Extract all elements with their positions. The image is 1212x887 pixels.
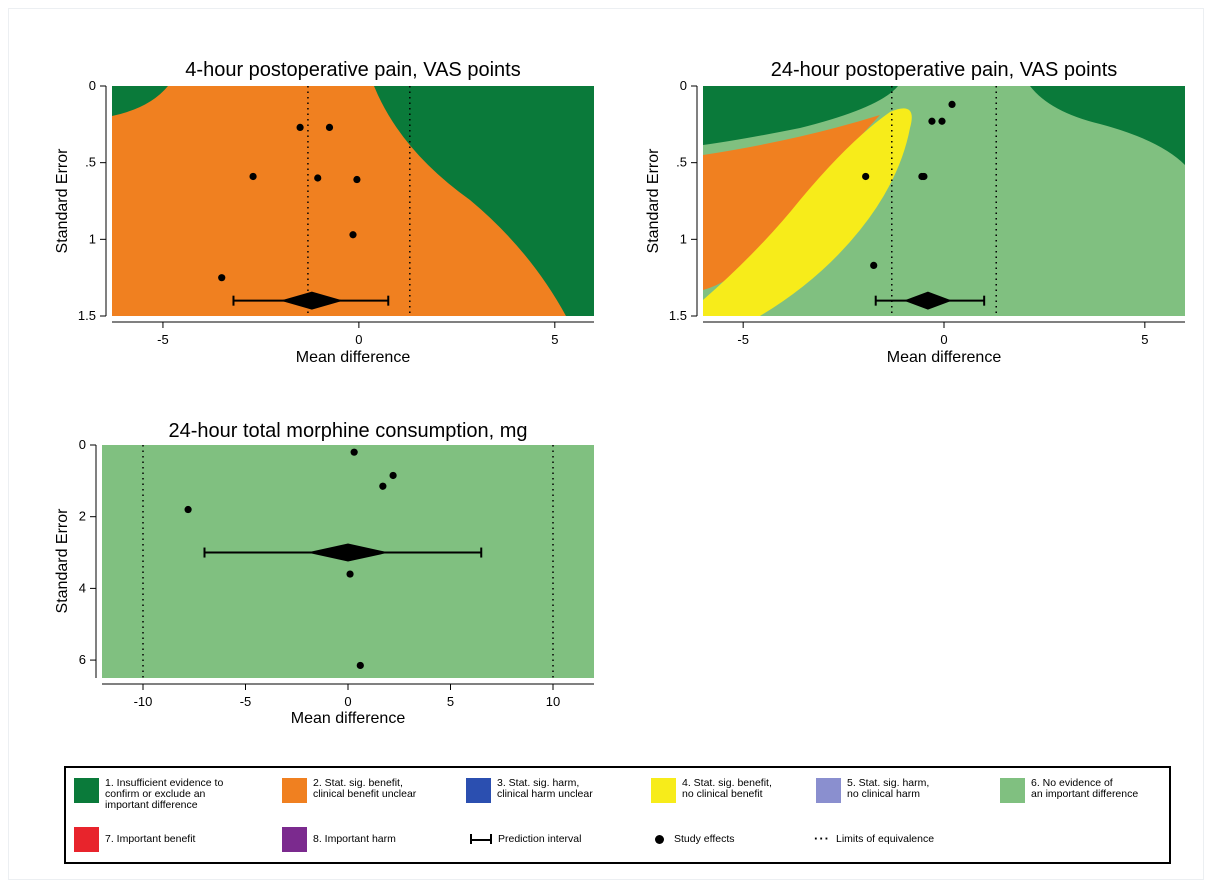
study-effect-dot-icon bbox=[655, 835, 664, 844]
plot-morphine-xlabel: Mean difference bbox=[291, 710, 406, 727]
plot-4h-study-point-2 bbox=[249, 172, 257, 181]
plot-24h-ytick-label-1: .5 bbox=[676, 155, 687, 170]
plot-morphine-study-point-5 bbox=[356, 661, 364, 670]
plot-4h-background bbox=[112, 86, 594, 316]
legend-label-5: 5. Stat. sig. harm, no clinical harm bbox=[847, 777, 930, 800]
plot-morphine-study-point-4 bbox=[346, 570, 354, 578]
plot-24h-xlabel: Mean difference bbox=[887, 349, 1002, 366]
plot-morphine-study-point-1 bbox=[389, 471, 397, 480]
legend-item-study-effects: Study effects bbox=[651, 827, 735, 845]
legend-swatch-2 bbox=[282, 778, 307, 803]
legend-swatch-3 bbox=[466, 778, 491, 803]
legend-item-2: 2. Stat. sig. benefit, clinical benefit … bbox=[282, 778, 416, 803]
legend-item-8: 8. Important harm bbox=[282, 827, 396, 852]
plot-24h-ytick-label-3: 1.5 bbox=[669, 308, 687, 323]
legend-item-equivalence: ··· Limits of equivalence bbox=[814, 827, 934, 846]
plot-4h-xtick-label-1: 0 bbox=[355, 332, 362, 347]
plot-4h-ytick-label-3: 1.5 bbox=[78, 308, 96, 323]
legend-item-5: 5. Stat. sig. harm, no clinical harm bbox=[816, 778, 929, 803]
chart-marks: -5 0 5 0 .5 1 1.5 -5 0 5 0 .5 1 1.5 -10 -5 0 5 10 0 2 4 6 bbox=[78, 78, 1185, 709]
legend-label-prediction: Prediction interval bbox=[498, 833, 582, 845]
plot-4h-study-point-6 bbox=[218, 274, 226, 282]
legend-item-6: 6. No evidence of an important differenc… bbox=[1000, 778, 1138, 803]
legend-swatch-6 bbox=[1000, 778, 1025, 803]
legend-swatch-4 bbox=[651, 778, 676, 803]
legend-swatch-1 bbox=[74, 778, 99, 803]
plot-morphine-study-point-0 bbox=[350, 448, 358, 456]
plot-24h-pooled-diamond bbox=[903, 291, 953, 310]
legend-label-equivalence: Limits of equivalence bbox=[836, 833, 935, 845]
legend-swatch-7 bbox=[74, 827, 99, 852]
plot-morphine-study-point-3 bbox=[184, 505, 192, 514]
plot-morphine-title: 24-hour total morphine consumption, mg bbox=[168, 420, 527, 442]
legend-item-1: 1. Insufficient evidence to confirm or e… bbox=[74, 778, 223, 811]
legend-swatch-5 bbox=[816, 778, 841, 803]
plot-morphine-xtick-label-3: 5 bbox=[447, 694, 454, 709]
plot-24h-xtick-label-0: -5 bbox=[737, 332, 749, 347]
plot-24h-study-point-2 bbox=[938, 117, 946, 125]
plot-morphine-study-point-2 bbox=[379, 482, 387, 490]
plot-morphine-xtick-label-4: 10 bbox=[546, 694, 560, 709]
plot-4h-study-point-4 bbox=[353, 175, 361, 184]
plot-24h-study-point-0 bbox=[948, 100, 956, 108]
legend-item-prediction: Prediction interval bbox=[470, 827, 581, 846]
plot-4h-title: 4-hour postoperative pain, VAS points bbox=[185, 59, 520, 81]
legend-label-7: 7. Important benefit bbox=[105, 833, 196, 845]
plot-24h-study-point-4 bbox=[920, 172, 928, 181]
legend-item-3: 3. Stat. sig. harm, clinical harm unclea… bbox=[466, 778, 593, 803]
plot-4h-study-point-0 bbox=[296, 123, 304, 131]
plot-morphine-ytick-label-3: 6 bbox=[79, 652, 86, 667]
dotted-line-icon: ··· bbox=[814, 831, 830, 846]
legend-label-8: 8. Important harm bbox=[313, 833, 396, 845]
prediction-interval-icon bbox=[470, 834, 492, 846]
plot-morphine-xtick-label-2: 0 bbox=[344, 694, 351, 709]
plot-24h-region-orange bbox=[703, 115, 880, 290]
legend-item-4: 4. Stat. sig. benefit, no clinical benef… bbox=[651, 778, 772, 803]
plot-morphine-ytick-label-2: 4 bbox=[79, 580, 86, 595]
plot-24h-region-green-topleft bbox=[703, 86, 898, 145]
plot-morphine-ytick-label-0: 0 bbox=[79, 437, 86, 452]
plot-morphine-ylabel: Standard Error bbox=[54, 508, 71, 614]
legend-label-study-effects: Study effects bbox=[674, 833, 735, 845]
legend-swatch-8 bbox=[282, 827, 307, 852]
plot-4h-ylabel: Standard Error bbox=[54, 148, 71, 254]
plot-24h-study-point-5 bbox=[862, 172, 870, 181]
legend-label-4: 4. Stat. sig. benefit, no clinical benef… bbox=[682, 777, 772, 800]
plot-24h-study-point-6 bbox=[870, 261, 878, 269]
plot-24h-region-green-topright bbox=[1030, 86, 1185, 165]
plot-morphine-ytick-label-1: 2 bbox=[79, 509, 86, 524]
plot-24h-xtick-label-2: 5 bbox=[1141, 332, 1148, 347]
plot-4h-ytick-label-1: .5 bbox=[85, 155, 96, 170]
plot-24h-xtick-label-1: 0 bbox=[940, 332, 947, 347]
plot-morphine-pooled-diamond bbox=[307, 543, 389, 562]
legend-label-6: 6. No evidence of an important differenc… bbox=[1031, 777, 1139, 800]
legend-box: 1. Insufficient evidence to confirm or e… bbox=[64, 766, 1171, 864]
plot-24h-ytick-label-2: 1 bbox=[680, 231, 687, 246]
legend-label-1: 1. Insufficient evidence to confirm or e… bbox=[105, 777, 224, 811]
plot-24h-region-yellow bbox=[703, 108, 912, 316]
legend-label-2: 2. Stat. sig. benefit, clinical benefit … bbox=[313, 777, 417, 800]
plot-24h-title: 24-hour postoperative pain, VAS points bbox=[771, 59, 1118, 81]
plot-24h-ytick-label-0: 0 bbox=[680, 78, 687, 93]
plot-4h-ytick-label-0: 0 bbox=[89, 78, 96, 93]
plot-4h-xlabel: Mean difference bbox=[296, 349, 411, 366]
plot-4h-xtick-label-0: -5 bbox=[157, 332, 169, 347]
plot-24h-ylabel: Standard Error bbox=[645, 148, 662, 254]
plot-24h-study-point-1 bbox=[928, 117, 936, 125]
funnel-plots: 4-hour postoperative pain, VAS points 24… bbox=[54, 59, 1185, 727]
plot-4h-pooled-diamond bbox=[280, 291, 344, 310]
plot-4h-study-point-3 bbox=[314, 174, 322, 182]
plot-4h-region-green-topleft bbox=[112, 86, 168, 116]
legend-label-3: 3. Stat. sig. harm, clinical harm unclea… bbox=[497, 777, 593, 800]
plot-4h-region-green-right bbox=[374, 86, 594, 316]
legend-item-7: 7. Important benefit bbox=[74, 827, 195, 852]
figure-frame bbox=[8, 8, 1204, 880]
plot-4h-xtick-label-2: 5 bbox=[551, 332, 558, 347]
plot-morphine-xtick-label-0: -10 bbox=[134, 694, 153, 709]
plot-morphine-xtick-label-1: -5 bbox=[240, 694, 252, 709]
plot-24h-background bbox=[703, 86, 1185, 316]
plot-4h-study-point-1 bbox=[325, 123, 334, 131]
plot-4h-study-point-5 bbox=[349, 231, 357, 239]
plot-4h-ytick-label-2: 1 bbox=[89, 231, 96, 246]
